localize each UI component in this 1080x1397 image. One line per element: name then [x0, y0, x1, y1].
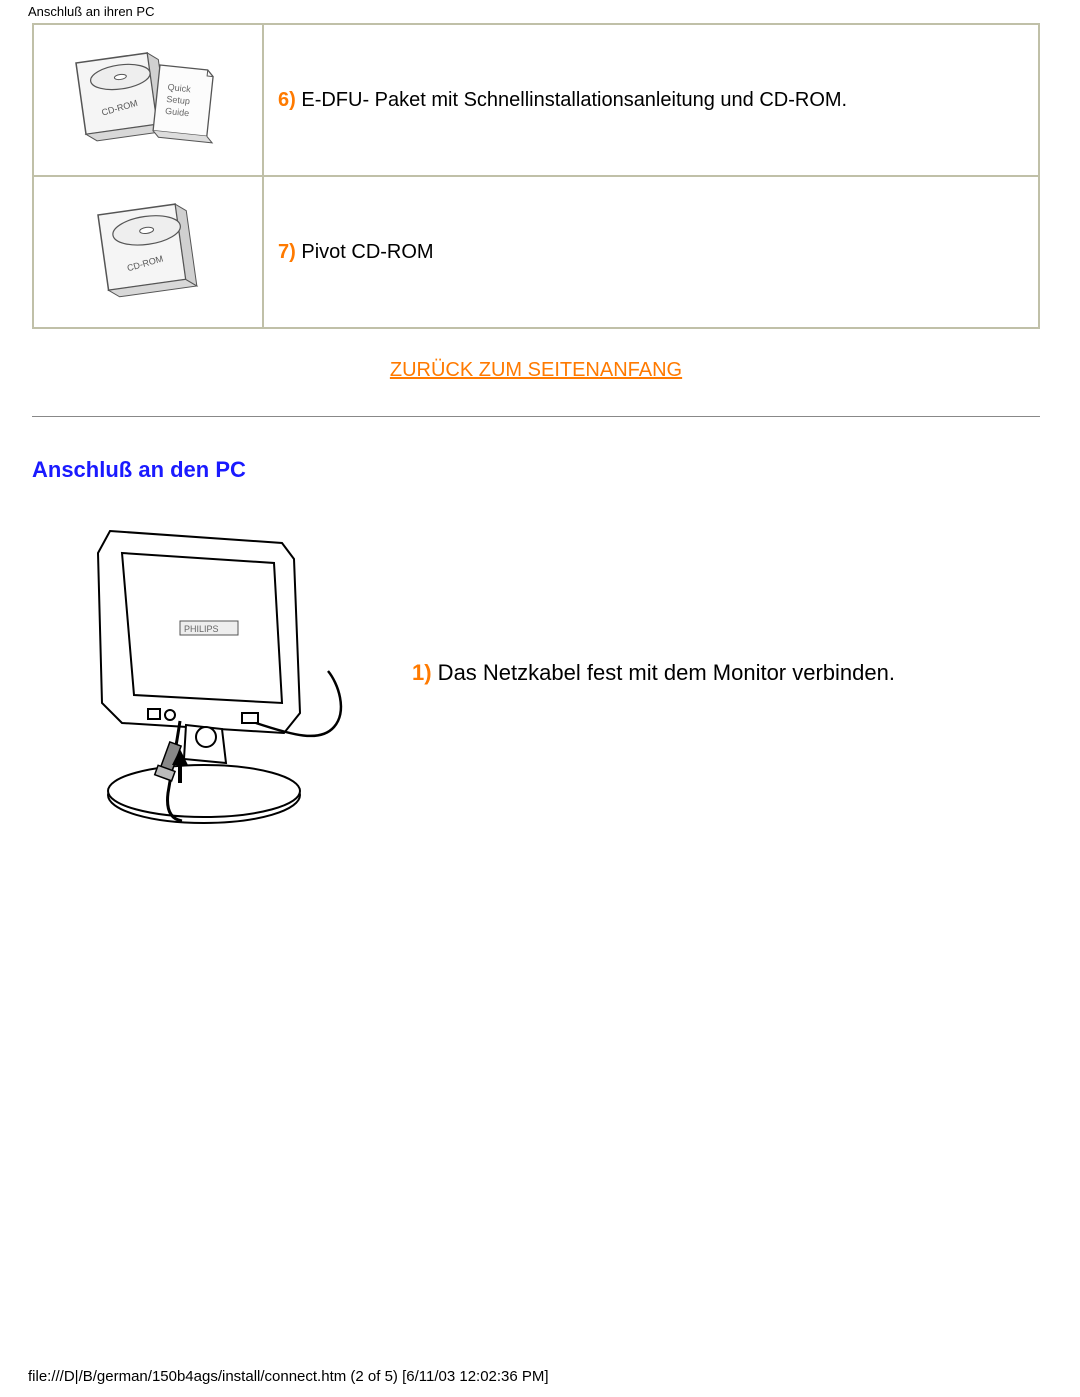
- accessory-description: 7) Pivot CD-ROM: [263, 176, 1039, 328]
- step-row: PHILIPS: [32, 513, 1040, 833]
- page-header: Anschluß an ihren PC: [0, 0, 1080, 23]
- table-row: CD-ROM 7) Pivot CD-ROM: [33, 176, 1039, 328]
- accessory-description: 6) E-DFU- Paket mit Schnellinstallations…: [263, 24, 1039, 176]
- item-text: Pivot CD-ROM: [296, 241, 434, 263]
- item-number: 6): [278, 89, 296, 111]
- svg-text:PHILIPS: PHILIPS: [184, 624, 219, 634]
- pivot-cdrom-icon: CD-ROM: [78, 197, 218, 307]
- step-text: 1) Das Netzkabel fest mit dem Monitor ve…: [412, 658, 1040, 688]
- table-row: CD-ROM Quick Setup Guide 6) E-DFU- Paket…: [33, 24, 1039, 176]
- step-description: Das Netzkabel fest mit dem Monitor verbi…: [432, 660, 895, 685]
- accessories-table: CD-ROM Quick Setup Guide 6) E-DFU- Paket…: [32, 23, 1040, 329]
- back-to-top-container: ZURÜCK ZUM SEITENANFANG: [32, 359, 1040, 382]
- accessory-image-cell: CD-ROM Quick Setup Guide: [33, 24, 263, 176]
- accessory-image-cell: CD-ROM: [33, 176, 263, 328]
- cdrom-guide-icon: CD-ROM Quick Setup Guide: [68, 45, 228, 155]
- item-number: 7): [278, 241, 296, 263]
- content-wrapper: CD-ROM Quick Setup Guide 6) E-DFU- Paket…: [0, 23, 1080, 833]
- step-image: PHILIPS: [32, 513, 372, 833]
- monitor-back-icon: PHILIPS: [52, 513, 352, 833]
- step-number: 1): [412, 660, 432, 685]
- item-text: E-DFU- Paket mit Schnellinstallationsanl…: [296, 89, 847, 111]
- back-to-top-link[interactable]: ZURÜCK ZUM SEITENANFANG: [390, 359, 682, 381]
- section-divider: [32, 416, 1040, 417]
- footer-path: file:///D|/B/german/150b4ags/install/con…: [0, 1362, 549, 1395]
- section-title: Anschluß an den PC: [32, 457, 1040, 483]
